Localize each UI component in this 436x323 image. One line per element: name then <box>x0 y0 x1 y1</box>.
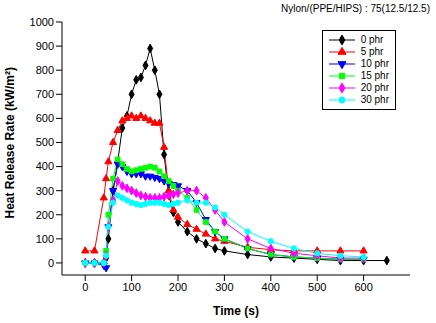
svg-text:1000: 1000 <box>30 16 54 28</box>
svg-text:200: 200 <box>169 281 187 293</box>
svg-text:900: 900 <box>36 40 54 52</box>
svg-text:500: 500 <box>308 281 326 293</box>
svg-text:0: 0 <box>82 281 88 293</box>
svg-text:800: 800 <box>36 64 54 76</box>
html-text:10 phr: 10 phr <box>360 58 389 69</box>
svg-text:600: 600 <box>354 281 372 293</box>
svg-text:300: 300 <box>36 185 54 197</box>
svg-text:200: 200 <box>36 209 54 221</box>
html-text:Nylon/(PPE/HIPS) : 75(12.5/12.: Nylon/(PPE/HIPS) : 75(12.5/12.5) <box>281 3 430 14</box>
html-text:0 phr: 0 phr <box>360 34 384 45</box>
svg-text:100: 100 <box>122 281 140 293</box>
svg-text:0: 0 <box>48 257 54 269</box>
svg-text:Heat Release Rate (kW/m²): Heat Release Rate (kW/m²) <box>8 67 17 218</box>
svg-text:400: 400 <box>262 281 280 293</box>
html-text:30 phr: 30 phr <box>360 94 389 105</box>
html-text:20 phr: 20 phr <box>360 82 389 93</box>
svg-text:400: 400 <box>36 160 54 172</box>
svg-text:100: 100 <box>36 233 54 245</box>
svg-text:300: 300 <box>215 281 233 293</box>
svg-text:600: 600 <box>36 112 54 124</box>
svg-text:700: 700 <box>36 88 54 100</box>
html-text:15 phr: 15 phr <box>360 70 389 81</box>
svg-text:500: 500 <box>36 136 54 148</box>
html-text:5 phr: 5 phr <box>360 46 384 57</box>
svg-text:Time (s): Time (s) <box>213 304 259 318</box>
